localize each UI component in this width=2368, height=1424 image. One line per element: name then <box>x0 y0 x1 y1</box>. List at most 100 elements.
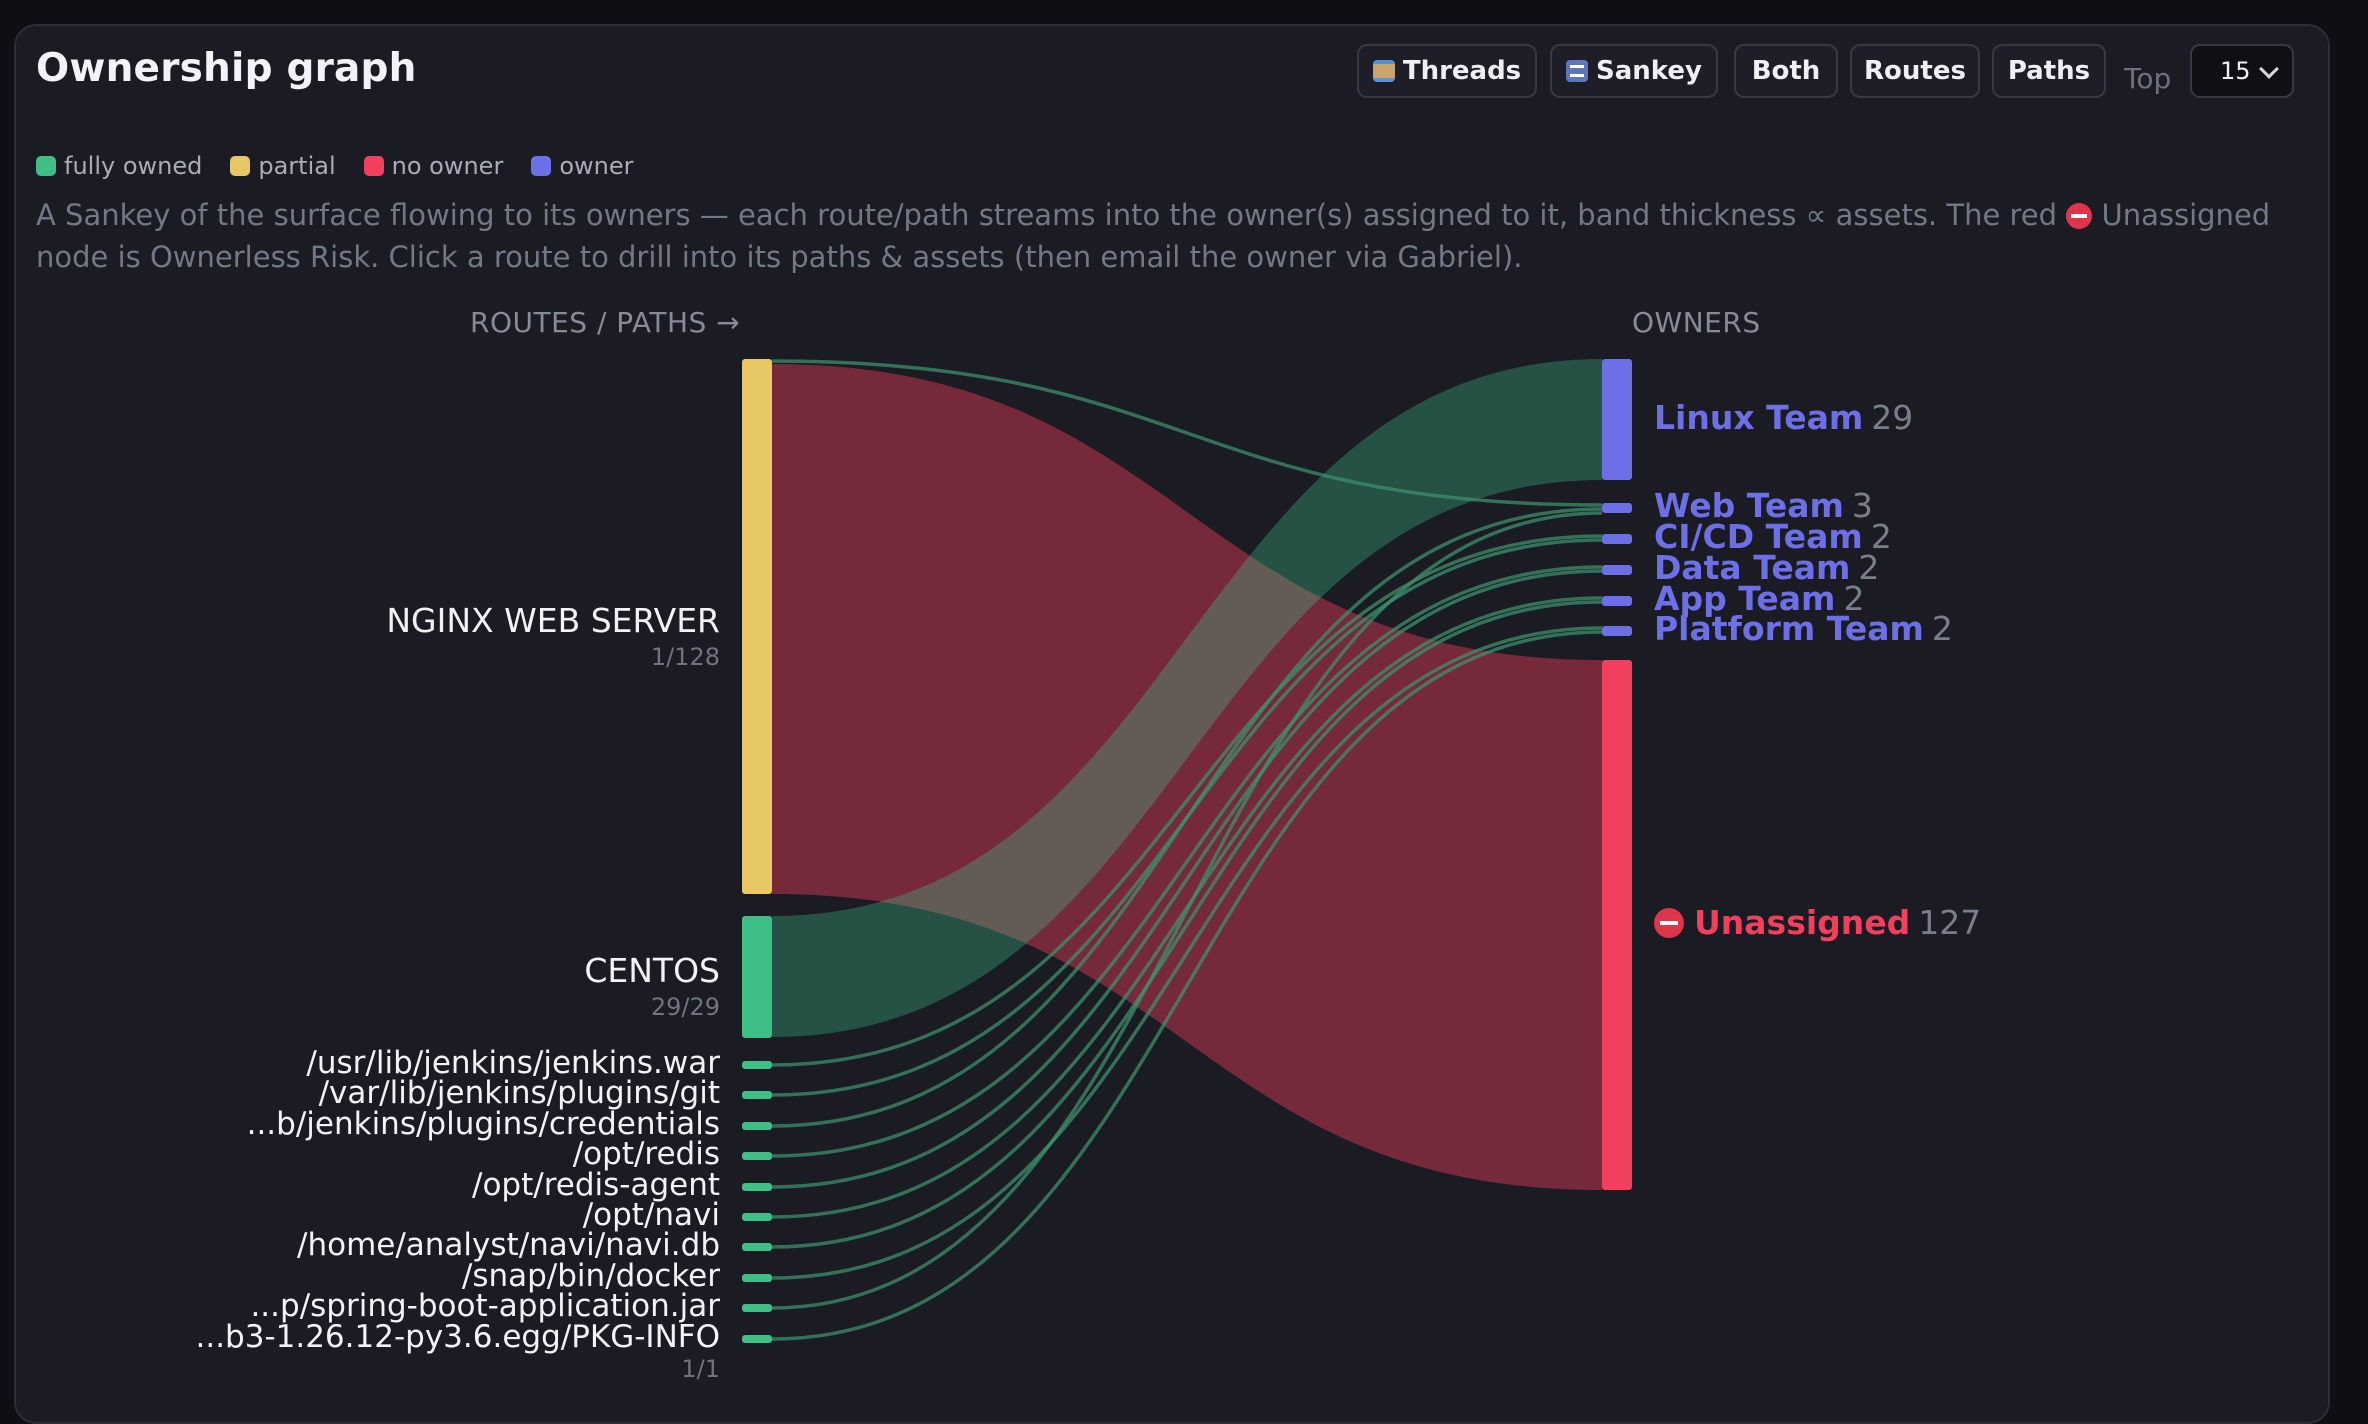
page-title: Ownership graph <box>36 46 417 91</box>
route-ratio: 1/128 <box>650 642 720 671</box>
route-node-2[interactable] <box>742 1061 772 1069</box>
sankey-flow-6[interactable] <box>771 565 1603 1158</box>
legend-label: owner <box>559 152 634 180</box>
owner-label[interactable]: Data Team 2 <box>1654 548 1879 587</box>
sankey-flow-10[interactable] <box>771 626 1603 1280</box>
owner-label[interactable]: Platform Team 2 <box>1654 609 1953 648</box>
owner-name: CI/CD Team <box>1654 517 1863 556</box>
owner-node-5[interactable] <box>1602 626 1632 636</box>
owners-column-header: OWNERS <box>1632 306 1761 339</box>
description: A Sankey of the surface flowing to its o… <box>36 194 2296 278</box>
owner-count: 3 <box>1851 486 1873 525</box>
owner-name: Data Team <box>1654 548 1851 587</box>
top-count-select[interactable]: 15 <box>2190 44 2294 98</box>
route-node-11[interactable] <box>742 1335 772 1343</box>
sankey-flow-5[interactable] <box>771 507 1603 1128</box>
both-button[interactable]: Both <box>1734 44 1838 98</box>
route-ratio: 29/29 <box>650 993 720 1021</box>
route-node-4[interactable] <box>742 1122 772 1130</box>
owner-node-1[interactable] <box>1602 503 1632 513</box>
legend-item-owner: owner <box>531 152 633 180</box>
route-node-9[interactable] <box>742 1274 772 1282</box>
owner-count: 127 <box>1918 903 1982 942</box>
route-label[interactable]: /opt/redis-agent <box>472 1167 720 1203</box>
sankey-button[interactable]: Sankey <box>1550 44 1718 98</box>
threads-button[interactable]: Threads <box>1357 44 1537 98</box>
no-entry-icon <box>2066 203 2093 229</box>
sankey-flow-2[interactable] <box>772 359 1602 1037</box>
owner-node-0[interactable] <box>1602 359 1632 480</box>
sankey-flow-9[interactable] <box>771 600 1603 1249</box>
owner-count: 29 <box>1871 397 1914 437</box>
route-label[interactable]: ...b/jenkins/plugins/credentials <box>246 1106 720 1142</box>
route-node-3[interactable] <box>742 1091 772 1099</box>
route-label[interactable]: /usr/lib/jenkins/jenkins.war <box>306 1045 720 1081</box>
legend-swatch <box>363 156 384 176</box>
legend: fully owned partial no owner owner <box>36 152 633 180</box>
owner-label[interactable]: Unassigned 127 <box>1654 903 1981 942</box>
owner-name: Web Team <box>1654 486 1844 525</box>
sankey-flow-0[interactable] <box>772 364 1602 1190</box>
owner-label[interactable]: App Team 2 <box>1654 579 1864 618</box>
sankey-flow-7[interactable] <box>771 569 1603 1189</box>
route-node-8[interactable] <box>742 1243 772 1251</box>
owner-node-6[interactable] <box>1602 660 1632 1190</box>
thread-spool-icon <box>1372 60 1395 82</box>
route-node-1[interactable] <box>742 916 772 1038</box>
owner-node-4[interactable] <box>1602 596 1632 606</box>
route-label[interactable]: /opt/navi <box>582 1197 720 1233</box>
threads-button-label: Threads <box>1402 56 1522 86</box>
description-part-2: Unassigned node is Ownerless Risk. Click… <box>36 198 2271 274</box>
owner-label[interactable]: CI/CD Team 2 <box>1654 517 1892 556</box>
route-node-10[interactable] <box>742 1304 772 1312</box>
no-entry-icon <box>1654 908 1684 938</box>
owner-name: Platform Team <box>1654 609 1924 648</box>
routes-column-header: ROUTES / PATHS → <box>470 306 741 339</box>
owner-count: 2 <box>1843 579 1865 618</box>
top-count-value: 15 <box>2220 57 2251 85</box>
route-node-5[interactable] <box>742 1152 772 1160</box>
owner-name: Linux Team <box>1654 397 1864 437</box>
sankey-flow-1[interactable] <box>771 359 1603 507</box>
paths-button-label: Paths <box>2007 56 2091 86</box>
route-ratio: 1/1 <box>681 1355 720 1383</box>
route-label[interactable]: ...p/spring-boot-application.jar <box>250 1288 720 1324</box>
owner-name: Unassigned <box>1694 903 1911 942</box>
route-label[interactable]: CENTOS <box>584 951 720 990</box>
legend-label: partial <box>258 152 336 180</box>
routes-button-label: Routes <box>1864 56 1966 86</box>
legend-item-fully-owned: fully owned <box>36 152 202 180</box>
paths-button[interactable]: Paths <box>1992 44 2106 98</box>
top-label: Top <box>2124 62 2172 95</box>
route-label[interactable]: NGINX WEB SERVER <box>386 600 720 640</box>
route-label[interactable]: /opt/redis <box>572 1136 720 1172</box>
sankey-flow-12[interactable] <box>771 630 1603 1341</box>
owner-node-3[interactable] <box>1602 565 1632 575</box>
legend-swatch <box>230 156 251 176</box>
owner-node-2[interactable] <box>1602 534 1632 544</box>
route-label[interactable]: ...b3-1.26.12-py3.6.egg/PKG-INFO <box>195 1319 720 1355</box>
route-label[interactable]: /var/lib/jenkins/plugins/git <box>318 1075 720 1111</box>
owner-label[interactable]: Linux Team 29 <box>1654 398 1913 437</box>
sankey-button-label: Sankey <box>1596 56 1702 86</box>
owner-count: 2 <box>1858 548 1880 587</box>
both-button-label: Both <box>1751 56 1821 86</box>
routes-button[interactable]: Routes <box>1850 44 1980 98</box>
shuffle-icon <box>1566 60 1589 82</box>
sankey-flow-3[interactable] <box>771 534 1603 1067</box>
route-label[interactable]: /snap/bin/docker <box>461 1258 720 1294</box>
ownership-graph-panel <box>14 24 2330 1424</box>
route-node-0[interactable] <box>742 359 772 894</box>
sankey-diagram <box>742 359 1632 1343</box>
owner-count: 2 <box>1931 609 1953 648</box>
legend-item-partial: partial <box>230 152 336 180</box>
sankey-flow-11[interactable] <box>771 511 1603 1310</box>
route-node-6[interactable] <box>742 1183 772 1191</box>
description-part-1: A Sankey of the surface flowing to its o… <box>36 198 2058 232</box>
legend-swatch <box>531 156 552 176</box>
route-label[interactable]: /home/analyst/navi/navi.db <box>297 1227 720 1263</box>
owner-label[interactable]: Web Team 3 <box>1654 486 1873 525</box>
route-node-7[interactable] <box>742 1213 772 1221</box>
legend-item-no-owner: no owner <box>363 152 503 180</box>
owner-name: App Team <box>1654 579 1836 618</box>
